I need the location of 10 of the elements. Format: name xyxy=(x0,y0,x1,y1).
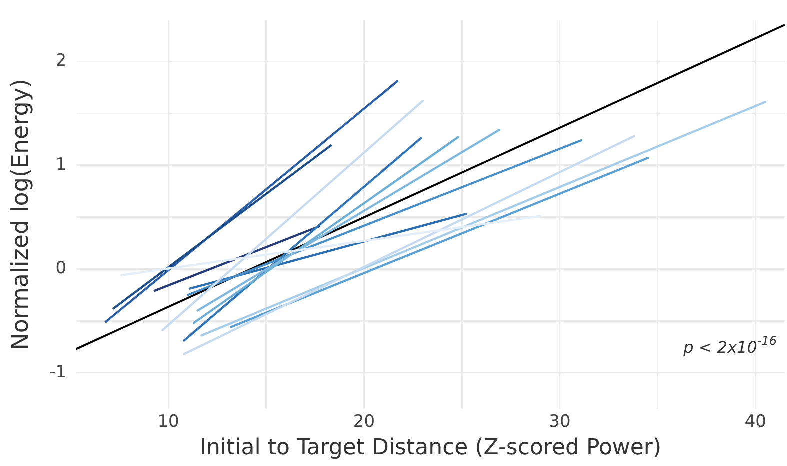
y-tick-label: -1 xyxy=(50,362,67,382)
y-tick-label: 1 xyxy=(56,154,67,175)
x-axis-title: Initial to Target Distance (Z-scored Power) xyxy=(200,436,662,461)
x-tick-label: 10 xyxy=(158,412,180,432)
x-tick-label: 30 xyxy=(549,412,571,432)
y-tick-label: 2 xyxy=(56,51,67,72)
y-axis-title: Normalized log(Energy) xyxy=(8,79,34,350)
x-tick-label: 20 xyxy=(353,412,376,432)
x-tick-label: 40 xyxy=(744,412,766,432)
y-tick-label: 0 xyxy=(56,258,67,279)
